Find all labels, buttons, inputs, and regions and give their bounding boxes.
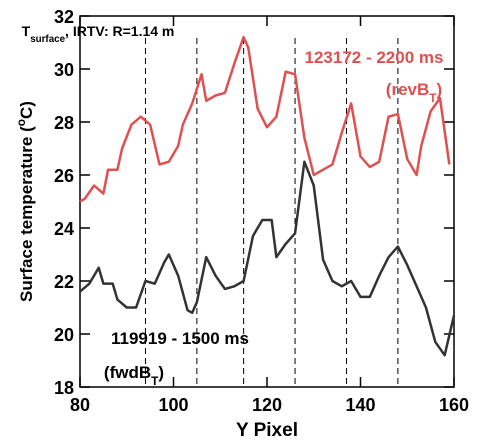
y-axis-label: Surface temperature (oC) xyxy=(14,101,36,302)
annotation: 123172 - 2200 ms xyxy=(305,48,444,67)
x-tick-label: 140 xyxy=(345,395,375,415)
annotation-part: T xyxy=(22,23,31,39)
x-tick-label: 100 xyxy=(158,395,188,415)
annotation-part: surface xyxy=(30,34,65,45)
series-line xyxy=(79,160,456,357)
y-tick-label: 26 xyxy=(54,166,74,186)
y-tick-label: 30 xyxy=(54,60,74,80)
y-tick-label: 24 xyxy=(54,219,74,239)
annotation: Tsurface, IRTV: R=1.14 m xyxy=(22,23,175,45)
annotation: 119919 - 1500 ms xyxy=(111,329,249,348)
annotation-part: ) xyxy=(158,363,164,382)
y-tick-label: 28 xyxy=(54,113,74,133)
y-axis-label-part: Surface temperature ( xyxy=(17,126,36,302)
annotation: (revBT) xyxy=(386,80,442,105)
annotation-part: T xyxy=(429,91,437,105)
annotation-part: 123172 - 2200 ms xyxy=(305,48,444,67)
y-tick-label: 18 xyxy=(54,378,74,398)
annotation-part: T xyxy=(151,374,159,388)
annotation-part: (fwdB xyxy=(104,363,151,382)
annotation: (fwdBT) xyxy=(104,363,164,388)
y-axis-label-part: o xyxy=(14,119,28,126)
annotation-part: (revB xyxy=(386,80,429,99)
x-tick-label: 80 xyxy=(70,395,90,415)
y-tick-label: 22 xyxy=(54,272,74,292)
x-axis-label: Y Pixel xyxy=(236,420,298,441)
annotation-part: , IRTV: R=1.14 m xyxy=(65,23,174,39)
y-tick-label: 20 xyxy=(54,325,74,345)
x-tick-label: 120 xyxy=(252,395,282,415)
y-axis-label-part: C) xyxy=(17,101,36,119)
annotation-part: ) xyxy=(437,80,443,99)
annotation-part: 119919 - 1500 ms xyxy=(111,329,249,348)
series-line xyxy=(79,35,451,203)
y-tick-label: 32 xyxy=(54,7,74,27)
x-tick-label: 160 xyxy=(439,395,469,415)
